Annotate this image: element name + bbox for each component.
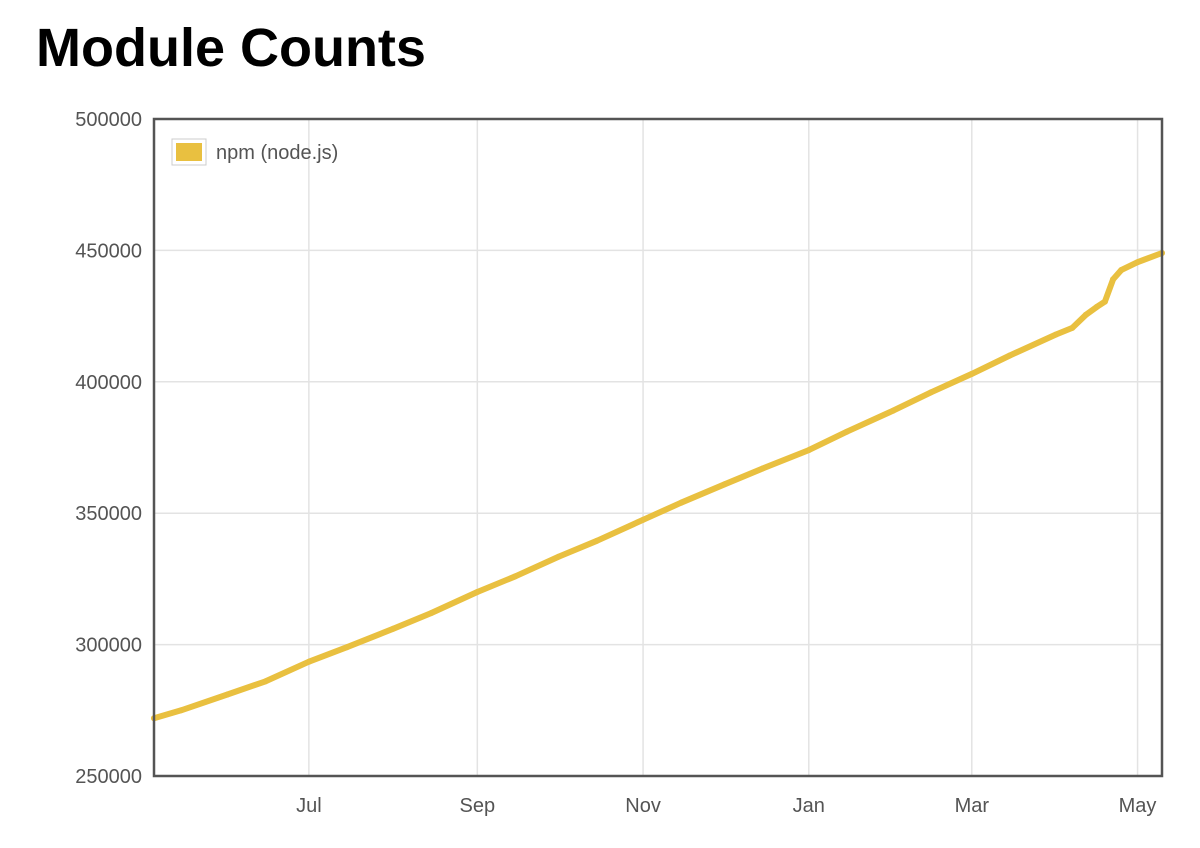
y-tick-label: 350000 (75, 503, 142, 525)
x-tick-label: Mar (955, 795, 990, 817)
legend-swatch-npm (176, 143, 202, 161)
data-point (428, 610, 435, 617)
plot-frame (152, 117, 1164, 778)
data-point (262, 678, 269, 685)
data-point (640, 516, 647, 523)
y-tick-label: 250000 (75, 766, 142, 788)
data-point (305, 658, 312, 665)
data-point (178, 707, 185, 714)
x-tick-label: May (1119, 795, 1157, 817)
series-layer (151, 250, 1165, 722)
data-point (721, 481, 728, 488)
data-point (968, 370, 975, 377)
data-point (512, 573, 519, 580)
page-title: Module Counts (36, 18, 426, 78)
series-line-npm (151, 250, 1165, 722)
x-tick-label: Nov (625, 795, 661, 817)
x-tick-label: Jul (296, 795, 322, 817)
data-point (843, 428, 850, 435)
y-tick-label: 300000 (75, 635, 142, 657)
legend-box (171, 138, 207, 166)
x-tick-label: Sep (460, 795, 496, 817)
data-point (1093, 303, 1100, 310)
legend-label-npm: npm (node.js) (216, 142, 338, 164)
y-axis-ticks: 250000 300000 350000 400000 450000 500000 (75, 109, 142, 788)
data-point (1134, 259, 1141, 266)
data-point (390, 625, 397, 632)
data-point (474, 589, 481, 595)
data-point (1082, 311, 1089, 318)
data-point (555, 553, 562, 560)
y-tick-label: 400000 (75, 372, 142, 394)
data-point (1006, 352, 1013, 359)
data-point (1069, 324, 1076, 331)
x-tick-label: Jan (793, 795, 825, 817)
legend: npm (node.js) (171, 138, 338, 166)
data-point (224, 691, 231, 698)
data-point (1101, 298, 1108, 305)
data-point (593, 537, 600, 544)
data-point (1110, 276, 1117, 283)
y-tick-label: 500000 (75, 109, 142, 131)
data-point (1053, 331, 1059, 338)
y-tick-label: 450000 (75, 240, 142, 262)
data-point (1118, 267, 1125, 274)
data-point (928, 389, 935, 396)
data-point (343, 644, 350, 651)
data-point (805, 447, 812, 454)
data-point (890, 407, 896, 414)
x-axis-ticks: Jul Sep Nov Jan Mar May (296, 795, 1156, 817)
grid-lines (154, 119, 1162, 776)
data-point (759, 465, 766, 472)
data-point (678, 499, 685, 506)
